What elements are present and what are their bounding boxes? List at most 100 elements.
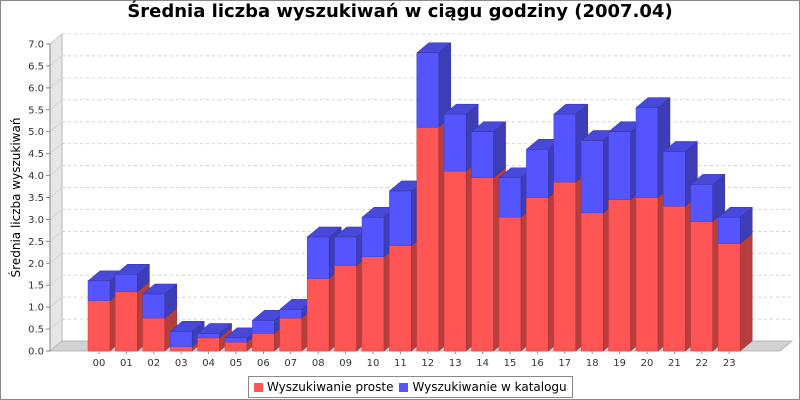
bar-simple <box>169 346 193 352</box>
bar-catalog <box>635 107 659 198</box>
gridline-side <box>49 230 63 242</box>
bar-top <box>717 206 753 218</box>
x-tick-label: 17 <box>558 358 571 369</box>
gridline-side <box>49 187 63 198</box>
bar-catalog <box>197 333 220 339</box>
y-tick-label: 6.5 <box>28 61 44 72</box>
bar-catalog <box>526 149 549 198</box>
y-axis-label: Średnia liczba wyszukiwań <box>8 118 23 278</box>
bar-simple <box>142 317 166 352</box>
gridline-side <box>49 296 63 308</box>
gridline-side <box>49 252 63 264</box>
bar-catalog <box>361 216 385 257</box>
bar-catalog <box>142 293 166 319</box>
bar-top <box>416 42 452 54</box>
x-tick-label: 14 <box>476 358 489 369</box>
bar-catalog <box>87 280 111 301</box>
bar-side <box>739 233 753 352</box>
bar-catalog <box>663 151 686 207</box>
bar-simple <box>252 333 275 352</box>
bar-catalog <box>416 52 440 128</box>
x-tick-label: 02 <box>147 358 160 369</box>
x-tick-label: 01 <box>120 358 133 369</box>
x-tick-label: 21 <box>668 358 681 369</box>
bar-top <box>635 97 671 108</box>
bar-simple <box>553 181 577 352</box>
bar-simple <box>279 317 303 352</box>
bar-simple <box>416 127 440 352</box>
y-tick-label: 0.0 <box>28 347 44 358</box>
gridline-side <box>49 318 63 330</box>
bar-simple <box>526 197 549 352</box>
y-tick-label: 6.0 <box>28 83 44 94</box>
gridline-side <box>49 99 63 111</box>
bar-top <box>196 323 233 334</box>
bar-top <box>114 264 151 275</box>
x-tick-label: 05 <box>230 358 243 369</box>
bar-catalog <box>279 309 303 319</box>
bar-catalog <box>471 131 494 179</box>
legend: Wyszukiwanie proste Wyszukiwanie w katal… <box>248 376 573 398</box>
x-tick-label: 19 <box>613 358 626 369</box>
x-tick-label: 03 <box>175 358 188 369</box>
bar-simple <box>580 212 604 352</box>
x-tick-label: 11 <box>394 358 407 369</box>
x-tick-label: 13 <box>449 358 462 369</box>
y-tick-label: 2.0 <box>28 259 44 270</box>
y-tick-label: 3.0 <box>28 215 44 226</box>
bar-top <box>169 321 205 332</box>
bar-simple <box>498 216 522 352</box>
bar-simple <box>471 177 494 352</box>
bar-catalog <box>443 113 467 172</box>
legend-label-simple: Wyszukiwanie proste <box>267 380 394 394</box>
bar-simple <box>608 199 631 352</box>
x-tick-label: 12 <box>421 358 434 369</box>
chart-title: Średnia liczba wyszukiwań w ciągu godzin… <box>127 1 673 22</box>
y-tick-label: 1.0 <box>28 303 44 314</box>
gridline-side <box>49 143 63 155</box>
bar-simple <box>717 243 741 352</box>
y-tick-label: 7.0 <box>28 40 44 51</box>
y-tick-label: 1.5 <box>28 281 44 292</box>
y-tick-label: 3.5 <box>28 193 44 204</box>
bar-catalog <box>580 140 604 214</box>
bar-top <box>306 226 342 238</box>
bar-catalog <box>553 113 577 183</box>
x-tick-label: 22 <box>695 358 708 369</box>
bar-top <box>553 103 589 115</box>
bar-simple <box>663 206 686 352</box>
x-tick-label: 16 <box>531 358 544 369</box>
bar-top <box>470 121 507 132</box>
bar-top <box>662 141 699 152</box>
bar-catalog <box>717 216 741 244</box>
bar-catalog <box>115 274 138 293</box>
gridline-side <box>49 121 63 133</box>
bar-catalog <box>389 190 412 246</box>
bar-catalog <box>224 337 248 343</box>
bar-catalog <box>334 236 357 266</box>
gridline-side <box>49 274 63 286</box>
y-tick-label: 0.5 <box>28 325 44 336</box>
legend-swatch-catalog <box>399 382 409 392</box>
bar-catalog <box>690 184 714 222</box>
gridline-side <box>49 77 63 89</box>
bar-catalog <box>252 320 275 334</box>
x-tick-label: 18 <box>586 358 599 369</box>
bar-catalog <box>169 331 193 347</box>
gridline-side <box>49 33 63 45</box>
bar-catalog <box>498 177 522 218</box>
x-tick-label: 08 <box>312 358 325 369</box>
x-tick-label: 04 <box>202 358 215 369</box>
bar-catalog <box>608 131 631 200</box>
legend-swatch-simple <box>254 382 263 392</box>
bar-top <box>142 283 178 295</box>
bar-simple <box>87 300 111 352</box>
x-tick-label: 06 <box>257 358 270 369</box>
x-tick-label: 00 <box>93 358 106 369</box>
bar-simple <box>690 221 714 352</box>
x-tick-label: 20 <box>641 358 654 369</box>
bar-simple <box>115 291 138 352</box>
y-tick-label: 5.5 <box>28 105 44 116</box>
bar-simple <box>306 278 330 352</box>
